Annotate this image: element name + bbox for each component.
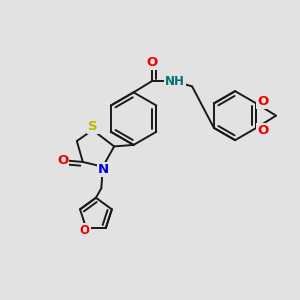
- Text: NH: NH: [165, 75, 185, 88]
- Text: O: O: [80, 224, 90, 237]
- Text: O: O: [257, 124, 268, 137]
- Text: O: O: [257, 94, 268, 107]
- Text: O: O: [57, 154, 68, 167]
- Text: S: S: [88, 120, 98, 133]
- Text: O: O: [146, 56, 158, 69]
- Text: N: N: [98, 163, 109, 176]
